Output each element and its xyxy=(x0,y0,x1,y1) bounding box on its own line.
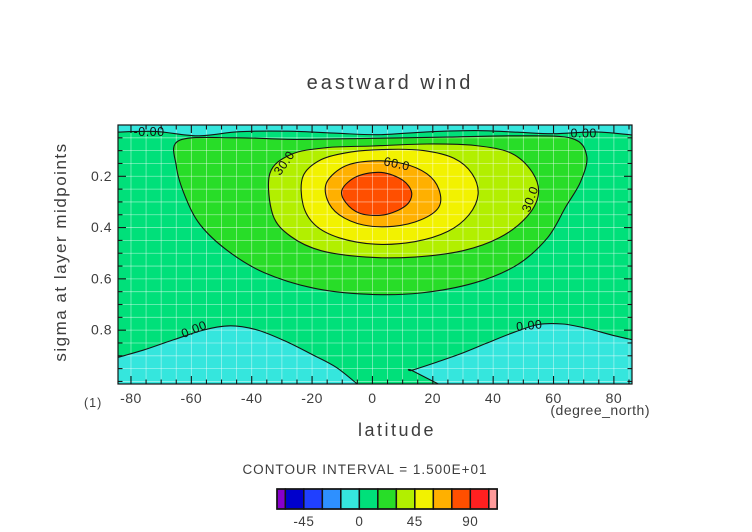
negative-bottom-right-lobe-contour-line xyxy=(407,322,632,384)
axis-ticks xyxy=(118,125,632,384)
x-axis-unit-label: (degree_north) xyxy=(550,402,650,418)
x-tick-label: -80 xyxy=(120,390,142,406)
contour-label: 60.0 xyxy=(382,154,411,173)
plot-area xyxy=(118,125,632,384)
colorbar-tick-label: 0 xyxy=(355,514,363,529)
axis-index-label: (1) xyxy=(84,396,103,410)
x-tick-label: -40 xyxy=(241,390,263,406)
band-75-90-contour-line xyxy=(340,171,413,217)
x-tick-label: -20 xyxy=(301,390,323,406)
colorbar-tick-label: 90 xyxy=(462,514,478,529)
colorbar-segment xyxy=(377,488,398,510)
y-tick-label: 0.4 xyxy=(91,219,112,235)
colorbar-segment xyxy=(395,488,416,510)
colorbar-segment xyxy=(340,488,361,510)
negative-top-strip xyxy=(118,125,632,136)
grid-lines xyxy=(118,125,632,384)
band-75-90 xyxy=(341,172,412,216)
x-tick-label: 80 xyxy=(606,390,623,406)
contour-label: 0.00 xyxy=(571,126,597,140)
x-tick-label: 60 xyxy=(545,390,562,406)
colorbar: -45 0 45 90 xyxy=(276,488,498,529)
colorbar-segment xyxy=(488,488,498,510)
x-tick-label: 40 xyxy=(485,390,502,406)
band-60-75-contour-line xyxy=(324,160,442,228)
colorbar-border xyxy=(276,488,498,510)
x-tick-label: 20 xyxy=(425,390,442,406)
contour-label: 0.00 xyxy=(515,317,543,334)
colorbar-segment xyxy=(358,488,379,510)
negative-bottom-left-lobe-contour-line xyxy=(118,325,359,384)
x-tick-label: 0 xyxy=(368,390,376,406)
colorbar-segment xyxy=(451,488,472,510)
contour-label: -0.00 xyxy=(134,125,165,139)
band-15-30-contour-line xyxy=(173,135,588,296)
colorbar-segment xyxy=(276,488,287,510)
y-tick-label: 0.2 xyxy=(91,168,112,184)
contour-interval-caption: CONTOUR INTERVAL = 1.500E+01 xyxy=(242,462,488,477)
x-axis-label: latitude xyxy=(357,420,437,440)
y-tick-label: 0.6 xyxy=(91,270,112,286)
colorbar-segment xyxy=(321,488,342,510)
y-tick-label: 0.8 xyxy=(91,322,112,338)
colorbar-tick-label: 45 xyxy=(407,514,423,529)
colorbar-segment xyxy=(303,488,324,510)
colorbar-segment xyxy=(432,488,453,510)
negative-bottom-left-lobe xyxy=(118,325,358,384)
tick-labels: -80 -60 -40 -20 0 20 40 60 80 0.2 0.4 0.6 0.8 xyxy=(91,168,622,406)
colorbar-tick-label: -45 xyxy=(293,514,314,529)
colorbar-segment xyxy=(414,488,435,510)
colorbar-segment xyxy=(284,488,305,510)
plot-title: eastward wind xyxy=(306,72,474,94)
x-tick-label: -60 xyxy=(180,390,202,406)
plot-frame xyxy=(117,124,633,385)
band-45-60-contour-line xyxy=(300,148,479,245)
band-30-45-contour-line xyxy=(267,143,540,259)
colorbar-segment xyxy=(469,488,490,510)
negative-top-strip-contour-line xyxy=(118,130,632,137)
